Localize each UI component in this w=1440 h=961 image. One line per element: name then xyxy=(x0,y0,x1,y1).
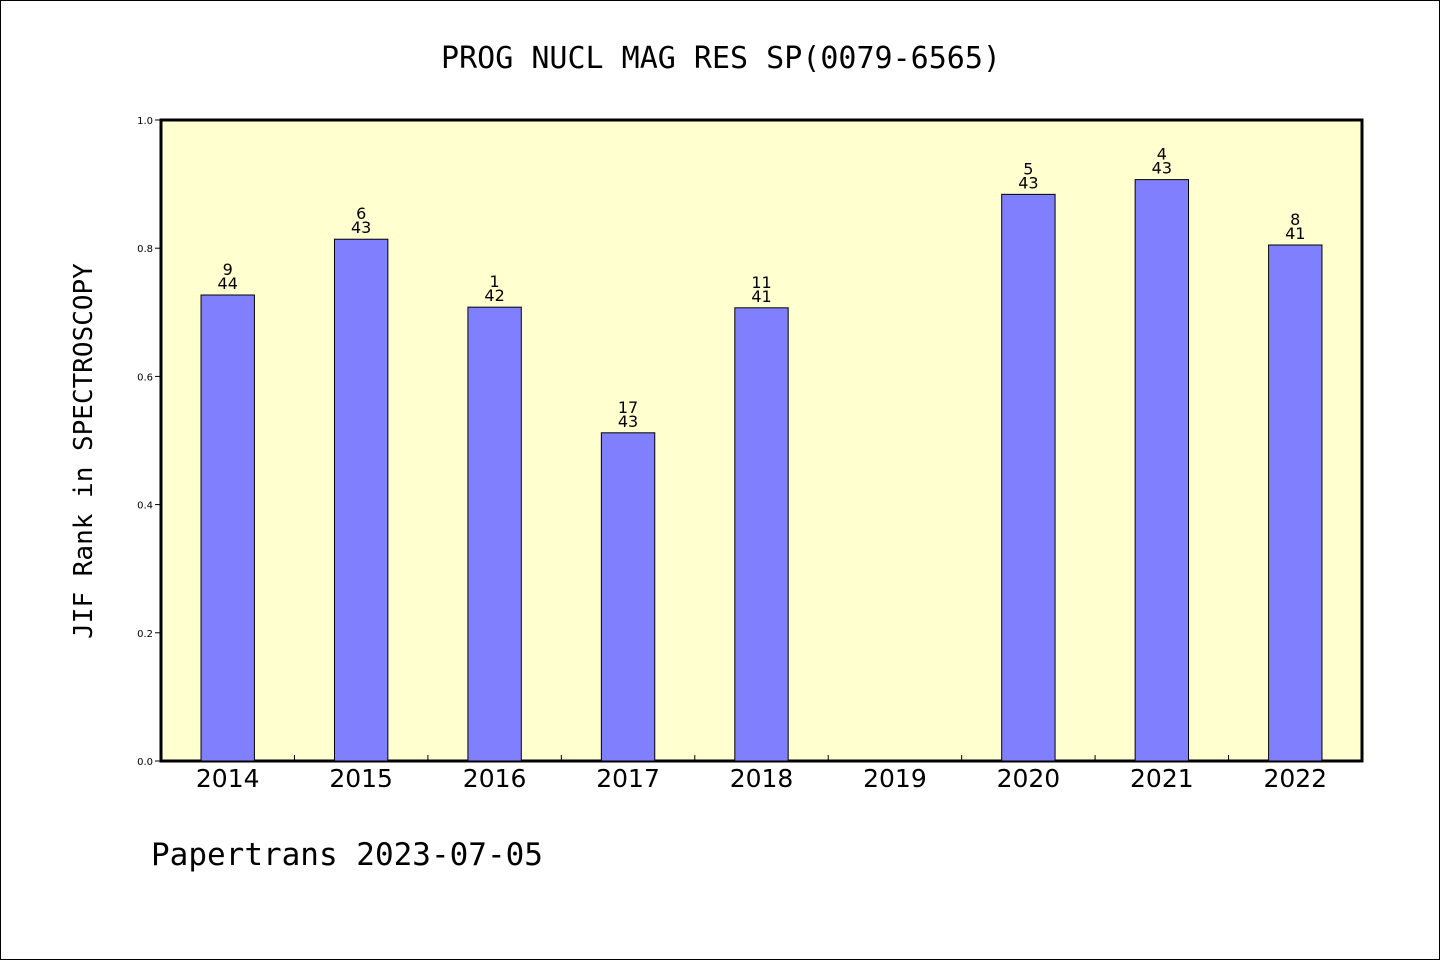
rank-label: 9 xyxy=(223,260,233,279)
bar-2017 xyxy=(600,432,656,762)
bar-2022 xyxy=(1268,244,1323,762)
rank-label: 5 xyxy=(1023,159,1033,178)
bar-2015 xyxy=(333,238,389,762)
bar-2018 xyxy=(734,307,789,762)
x-tick-label: 2018 xyxy=(730,764,794,793)
x-tick-label: 2017 xyxy=(596,764,660,793)
x-axis: 2014 2015 2016 2017 2018 2019 2020 2021 2022 xyxy=(196,755,1327,793)
x-tick-label: 2014 xyxy=(196,764,260,793)
y-axis-label: JIF Rank in SPECTROSCOPY xyxy=(69,263,99,639)
x-tick-label: 2020 xyxy=(997,764,1061,793)
y-tick-label: 0.6 xyxy=(137,372,153,383)
chart-title: PROG NUCL MAG RES SP(0079-6565) xyxy=(441,41,1001,76)
total-label: 43 xyxy=(351,218,371,237)
y-tick-label: 0.8 xyxy=(137,244,153,255)
y-axis: 0.0 0.2 0.4 0.6 0.8 1.0 xyxy=(137,116,161,768)
y-tick-label: 1.0 xyxy=(137,116,153,127)
x-tick-label: 2022 xyxy=(1263,764,1327,793)
y-tick-label: 0.2 xyxy=(137,629,153,640)
x-tick-label: 2015 xyxy=(329,764,393,793)
rank-label: 4 xyxy=(1157,145,1167,164)
rank-label: 11 xyxy=(751,273,771,292)
total-label: 43 xyxy=(1152,159,1172,178)
rank-label: 17 xyxy=(618,398,638,417)
bar-2014 xyxy=(200,294,255,762)
y-tick-label: 0.0 xyxy=(137,757,153,768)
y-tick-label: 0.4 xyxy=(137,501,153,512)
total-label: 42 xyxy=(484,286,504,305)
x-tick-label: 2016 xyxy=(463,764,527,793)
footer-credit: Papertrans 2023-07-05 xyxy=(151,837,543,873)
rank-label: 1 xyxy=(490,272,500,291)
total-label: 41 xyxy=(751,287,771,306)
rank-label: 6 xyxy=(356,204,366,223)
bar-2020 xyxy=(1001,193,1056,762)
rank-label: 8 xyxy=(1290,210,1300,229)
total-label: 43 xyxy=(1018,173,1038,192)
bars-group xyxy=(200,179,1323,762)
total-label: 44 xyxy=(218,274,238,293)
x-tick-label: 2019 xyxy=(863,764,927,793)
x-tick-label: 2021 xyxy=(1130,764,1194,793)
total-label: 43 xyxy=(618,412,638,431)
total-label: 41 xyxy=(1285,224,1305,243)
bar-2016 xyxy=(467,306,522,762)
bar-2021 xyxy=(1134,179,1190,762)
